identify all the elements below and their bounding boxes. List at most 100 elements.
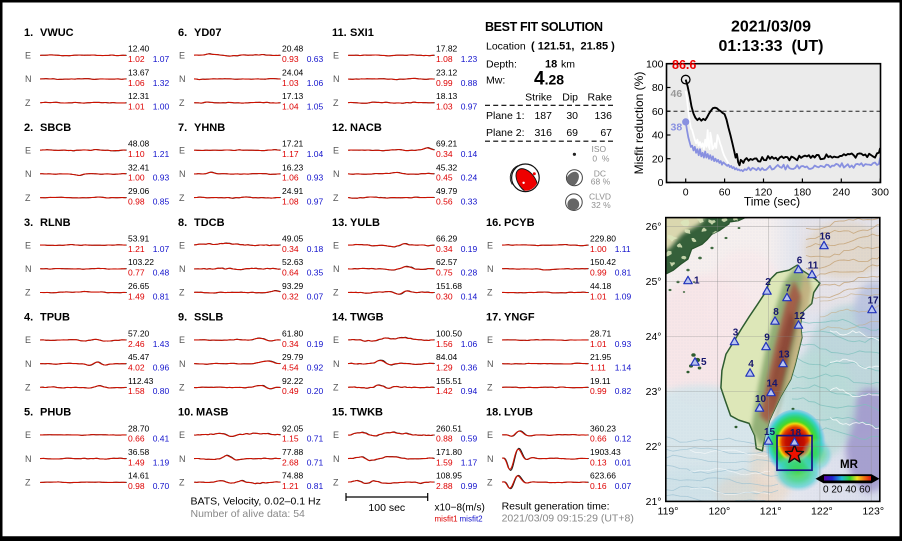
svg-text:misfit2: misfit2	[460, 515, 484, 524]
svg-text:DC: DC	[594, 168, 606, 178]
svg-text:16.23: 16.23	[282, 162, 304, 172]
svg-text:10.: 10.	[178, 407, 193, 419]
svg-text:7: 7	[785, 284, 791, 295]
svg-text:( 121.51, 21.85 ): ( 121.51, 21.85 )	[531, 41, 615, 53]
svg-text:52.63: 52.63	[282, 257, 304, 267]
svg-text:N: N	[179, 264, 186, 274]
svg-text:0.66: 0.66	[590, 434, 607, 444]
svg-text:TDCB: TDCB	[194, 217, 225, 229]
svg-text:0.93: 0.93	[615, 339, 632, 349]
svg-text:69.21: 69.21	[436, 139, 458, 149]
svg-text:2021/03/09: 2021/03/09	[731, 19, 811, 36]
svg-text:E: E	[333, 240, 339, 250]
svg-text:100 sec: 100 sec	[368, 502, 405, 514]
svg-text:N: N	[25, 264, 32, 274]
svg-text:YNGF: YNGF	[504, 312, 535, 324]
svg-text:171.80: 171.80	[436, 447, 462, 457]
svg-text:316: 316	[534, 127, 552, 139]
svg-text:24.04: 24.04	[282, 67, 304, 77]
svg-text:BEST FIT SOLUTION: BEST FIT SOLUTION	[485, 20, 603, 34]
svg-text:1.56: 1.56	[436, 339, 453, 349]
svg-text:18: 18	[545, 59, 557, 71]
svg-text:1.43: 1.43	[153, 339, 170, 349]
svg-text:1.03: 1.03	[436, 102, 453, 112]
svg-text:360.23: 360.23	[590, 423, 616, 433]
svg-text:4.28: 4.28	[534, 68, 564, 89]
svg-text:0.64: 0.64	[282, 268, 299, 278]
svg-text:SXI1: SXI1	[350, 27, 374, 39]
svg-text:0 20 40 60: 0 20 40 60	[823, 485, 871, 496]
svg-text:15: 15	[764, 427, 776, 438]
svg-text:11.: 11.	[332, 27, 347, 39]
svg-text:0.98: 0.98	[128, 196, 145, 206]
svg-text:260.51: 260.51	[436, 423, 462, 433]
svg-text:17.: 17.	[486, 312, 501, 324]
svg-text:2.88: 2.88	[436, 481, 453, 491]
svg-text:69: 69	[566, 127, 578, 139]
svg-text:0.16: 0.16	[590, 481, 607, 491]
svg-text:0.45: 0.45	[436, 173, 453, 183]
svg-text:Rake: Rake	[587, 92, 612, 104]
svg-text:61.80: 61.80	[282, 328, 304, 338]
svg-text:11: 11	[808, 261, 819, 272]
svg-text:1.10: 1.10	[128, 149, 145, 159]
svg-text:RLNB: RLNB	[40, 217, 71, 229]
svg-text:CLVD: CLVD	[589, 191, 611, 201]
svg-text:0.34: 0.34	[436, 149, 453, 159]
svg-text:119°: 119°	[658, 506, 679, 518]
svg-text:0.98: 0.98	[128, 481, 145, 491]
svg-text:Time (sec): Time (sec)	[744, 195, 800, 209]
svg-text:0.88: 0.88	[461, 78, 478, 88]
svg-text:8.: 8.	[178, 217, 187, 229]
svg-text:48.08: 48.08	[128, 139, 150, 149]
svg-text:TPUB: TPUB	[40, 312, 70, 324]
svg-text:13.: 13.	[332, 217, 347, 229]
svg-text:SBCB: SBCB	[40, 122, 71, 134]
svg-text:YD07: YD07	[194, 27, 222, 39]
svg-text:1.01: 1.01	[128, 102, 145, 112]
svg-text:0.88: 0.88	[436, 434, 453, 444]
svg-text:N: N	[333, 74, 340, 84]
svg-text:28.70: 28.70	[128, 423, 150, 433]
svg-text:1.00: 1.00	[153, 102, 170, 112]
svg-text:0.71: 0.71	[307, 434, 324, 444]
svg-text:100.50: 100.50	[436, 328, 462, 338]
svg-text:E: E	[333, 335, 339, 345]
svg-text:0.99: 0.99	[436, 78, 453, 88]
svg-text:8: 8	[773, 307, 779, 318]
svg-text:10: 10	[755, 394, 767, 405]
svg-text:0: 0	[683, 187, 689, 199]
svg-text:0.70: 0.70	[153, 481, 170, 491]
svg-text:1.58: 1.58	[128, 386, 145, 396]
svg-text:E: E	[25, 145, 31, 155]
svg-text:0.97: 0.97	[307, 196, 324, 206]
svg-text:2021/03/09 09:15:29 (UT+8): 2021/03/09 09:15:29 (UT+8)	[502, 513, 634, 525]
svg-text:16: 16	[819, 232, 831, 243]
svg-text:1.59: 1.59	[436, 457, 453, 467]
svg-text:1.49: 1.49	[128, 457, 145, 467]
svg-text:1.32: 1.32	[153, 78, 170, 88]
svg-text:19.11: 19.11	[590, 376, 611, 386]
svg-text:17.21: 17.21	[282, 139, 304, 149]
svg-text:Z: Z	[179, 98, 185, 108]
svg-text:84.04: 84.04	[436, 352, 458, 362]
svg-text:Z: Z	[333, 193, 339, 203]
svg-text:1.14: 1.14	[615, 363, 632, 373]
svg-text:1.02: 1.02	[128, 54, 145, 64]
svg-text:N: N	[179, 454, 186, 464]
svg-text:0.93: 0.93	[307, 173, 324, 183]
svg-text:1.17: 1.17	[461, 457, 478, 467]
svg-text:N: N	[487, 454, 494, 464]
svg-text:26.65: 26.65	[128, 281, 150, 291]
svg-text:0.41: 0.41	[153, 434, 170, 444]
svg-text:5.: 5.	[24, 407, 33, 419]
svg-text:0.92: 0.92	[307, 363, 324, 373]
svg-text:121°: 121°	[760, 506, 782, 518]
svg-text:29.79: 29.79	[282, 352, 304, 362]
svg-text:60: 60	[652, 106, 664, 118]
svg-text:Mw:: Mw:	[486, 74, 505, 86]
svg-text:18.13: 18.13	[436, 91, 458, 101]
svg-text:17: 17	[867, 296, 879, 307]
svg-text:Location: Location	[486, 40, 526, 52]
svg-text:1.01: 1.01	[590, 291, 607, 301]
